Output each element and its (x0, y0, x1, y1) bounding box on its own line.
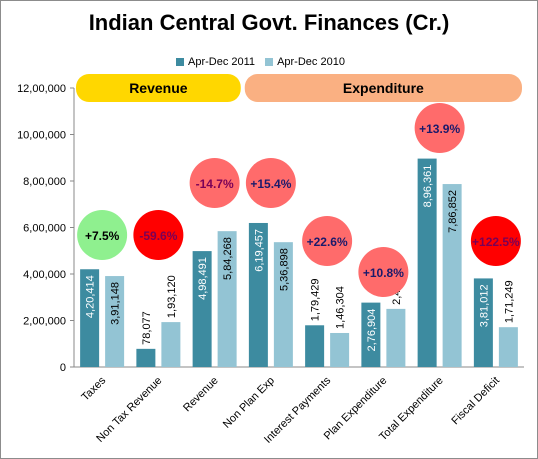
group-banner-expenditure (244, 74, 522, 102)
bar-value-label: 1,79,429 (310, 278, 322, 321)
legend-item-2010: Apr-Dec 2010 (265, 56, 345, 68)
legend-swatch-2010 (265, 58, 274, 66)
bar-value-label: 78,077 (141, 311, 153, 345)
y-tick-label: 8,00,000 (23, 176, 66, 188)
bar-value-label: 3,91,148 (110, 282, 122, 325)
bar-value-label: 1,93,120 (166, 275, 178, 318)
bar (248, 222, 268, 367)
legend-swatch-2011 (176, 58, 184, 66)
y-tick-label: 0 (60, 362, 66, 374)
change-circle (414, 103, 465, 153)
legend-item-2011: Apr-Dec 2011 (176, 56, 255, 68)
group-banner-label: Revenue (129, 80, 188, 96)
change-circle (133, 210, 184, 260)
bar (217, 231, 237, 367)
change-label: +13.9% (419, 122, 460, 136)
change-circle (189, 158, 240, 208)
group-banner-label: Expenditure (343, 80, 424, 96)
bar-value-label: 4,20,414 (85, 275, 97, 318)
group-banner-revenue (76, 74, 241, 102)
bar (386, 308, 406, 367)
bar-value-label: 5,36,898 (278, 248, 290, 291)
x-tick-label: Taxes (79, 374, 108, 403)
bar-value-label: 1,46,304 (335, 286, 347, 329)
change-label: -14.7% (196, 177, 234, 191)
bar-value-label: 6,19,457 (253, 229, 265, 272)
bar-value-label: 8,96,361 (422, 165, 434, 208)
bar (361, 302, 381, 367)
change-label: +7.5% (85, 229, 120, 243)
bar-value-label: 2,76,904 (366, 309, 378, 352)
y-tick-label: 10,00,000 (17, 130, 66, 142)
bar (136, 348, 156, 367)
y-tick-label: 12,00,000 (17, 83, 66, 95)
change-label: +10.8% (363, 266, 404, 280)
change-circle (77, 210, 128, 260)
change-label: +122.5% (472, 235, 520, 249)
bar (442, 184, 462, 367)
bar (273, 242, 293, 367)
change-circle (302, 216, 353, 266)
bar (105, 276, 125, 367)
change-circle (358, 247, 409, 297)
y-tick-label: 4,00,000 (23, 269, 66, 281)
bar-value-label: 4,98,491 (197, 257, 209, 300)
legend-label-2010: Apr-Dec 2010 (277, 56, 345, 68)
bar-value-label: 7,86,852 (447, 190, 459, 233)
x-tick-label: Non Plan Exp (221, 375, 277, 431)
change-label: +22.6% (307, 235, 348, 249)
change-label: +15.4% (250, 177, 291, 191)
bar-value-label: 1,71,249 (503, 280, 515, 323)
y-tick-label: 2,00,000 (23, 316, 66, 328)
bar-value-label: 3,81,012 (478, 284, 490, 327)
bar (498, 327, 518, 367)
y-tick-label: 6,00,000 (23, 223, 66, 235)
bar (330, 332, 350, 367)
x-tick-label: Revenue (181, 375, 221, 415)
change-label: -59.6% (139, 229, 177, 243)
bar (192, 251, 212, 367)
change-circle (470, 216, 521, 266)
x-tick-label: Fiscal Deficit (449, 375, 502, 428)
bar-value-label: 5,84,268 (222, 237, 234, 280)
bar (80, 269, 100, 367)
bar (417, 158, 437, 367)
bar (305, 325, 325, 367)
chart-title: Indian Central Govt. Finances (Cr.) (88, 10, 450, 35)
bar (161, 322, 181, 367)
change-circle (245, 158, 296, 208)
bar (473, 278, 493, 367)
legend-label-2011: Apr-Dec 2011 (188, 56, 256, 68)
legend: Apr-Dec 2011 Apr-Dec 2010 (176, 56, 355, 68)
